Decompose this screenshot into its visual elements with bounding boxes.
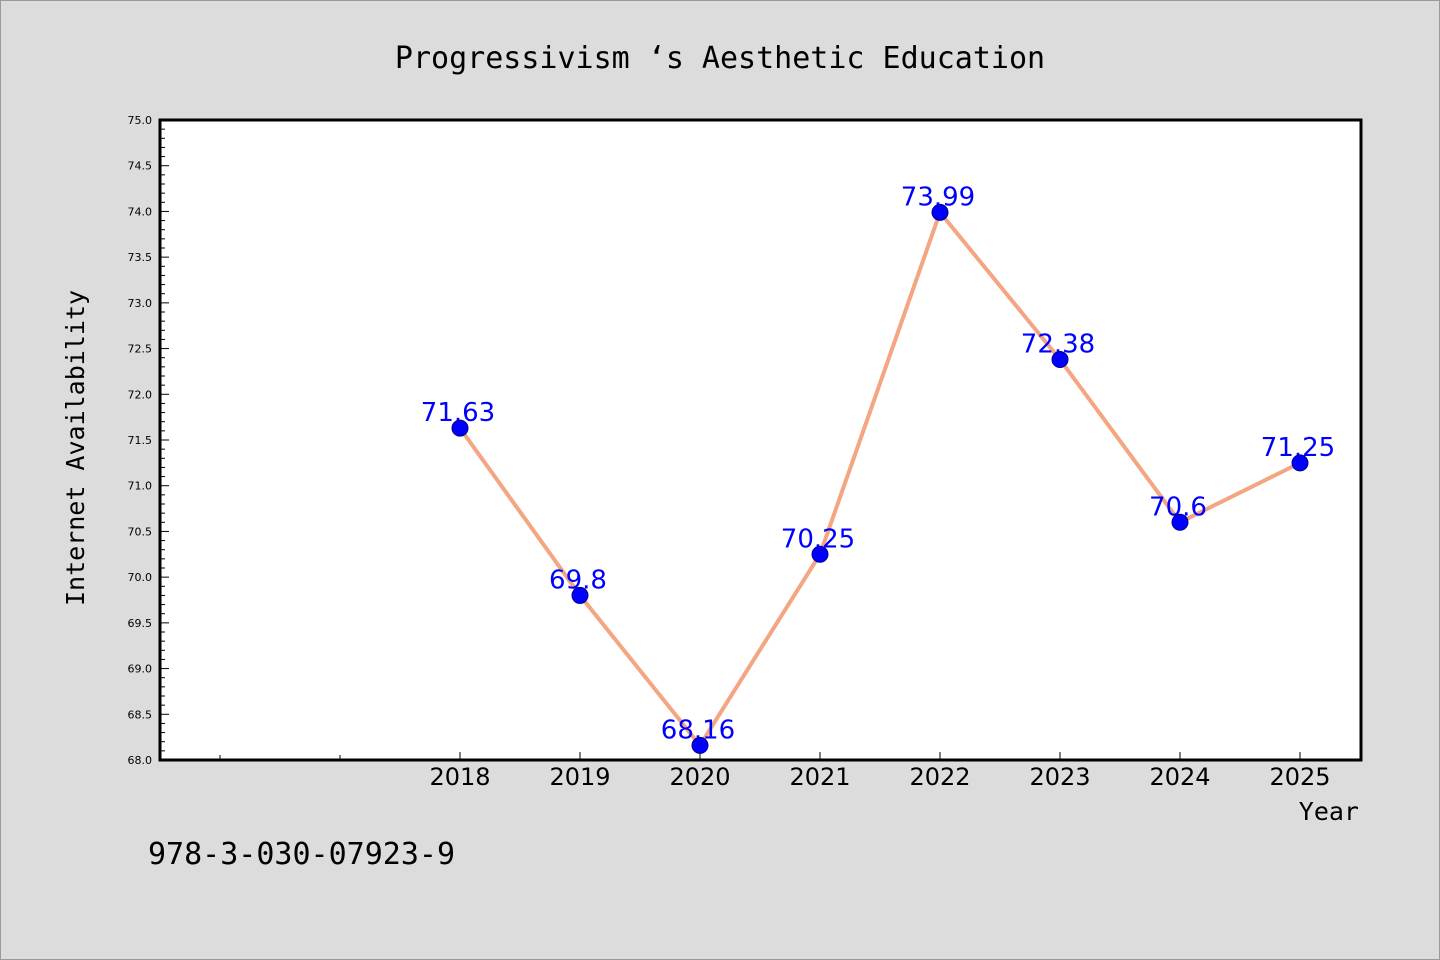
y-tick-label: 68.0 <box>128 754 153 767</box>
y-tick-label: 75.0 <box>128 114 153 127</box>
data-point <box>1051 351 1069 369</box>
y-tick-label: 68.5 <box>128 708 153 721</box>
y-tick-label: 72.0 <box>128 388 153 401</box>
data-point <box>811 545 829 563</box>
series-line <box>458 210 1301 748</box>
y-tick-label: 74.5 <box>128 160 153 173</box>
data-point <box>1171 513 1189 531</box>
y-tick-label: 74.0 <box>128 205 153 218</box>
data-point <box>1291 454 1309 472</box>
y-tick-label: 73.5 <box>128 251 153 264</box>
x-tick-label: 2018 <box>429 763 490 791</box>
x-tick-label: 2024 <box>1149 763 1210 791</box>
data-point <box>691 736 709 754</box>
x-axis: 2018 2019 2020 2021 2022 2023 2024 2025 <box>219 752 1331 791</box>
x-tick-label: 2020 <box>669 763 730 791</box>
y-tick-label: 71.0 <box>128 480 153 493</box>
y-tick-label: 72.5 <box>128 343 153 356</box>
y-tick-label: 69.5 <box>128 617 153 630</box>
y-tick-label: 70.5 <box>128 525 153 538</box>
data-point <box>451 419 469 437</box>
y-tick-label: 70.0 <box>128 571 153 584</box>
footnote: 978-3-030-07923-9 <box>148 837 455 872</box>
x-tick-label: 2023 <box>1029 763 1090 791</box>
plot-border <box>158 118 1363 762</box>
x-tick-label: 2022 <box>909 763 970 791</box>
data-point <box>571 586 589 604</box>
y-tick-label: 73.0 <box>128 297 153 310</box>
y-tick-label: 71.5 <box>128 434 153 447</box>
y-axis-label: Internet Availability <box>61 290 90 606</box>
plot-area <box>160 120 1361 760</box>
x-tick-label: 2021 <box>789 763 850 791</box>
data-point <box>931 203 949 221</box>
chart-title: Progressivism ‘s Aesthetic Education <box>395 41 1045 76</box>
x-axis-label: Year <box>1299 797 1359 826</box>
x-tick-label: 2019 <box>549 763 610 791</box>
y-tick-label: 69.0 <box>128 663 153 676</box>
x-tick-label: 2025 <box>1269 763 1330 791</box>
